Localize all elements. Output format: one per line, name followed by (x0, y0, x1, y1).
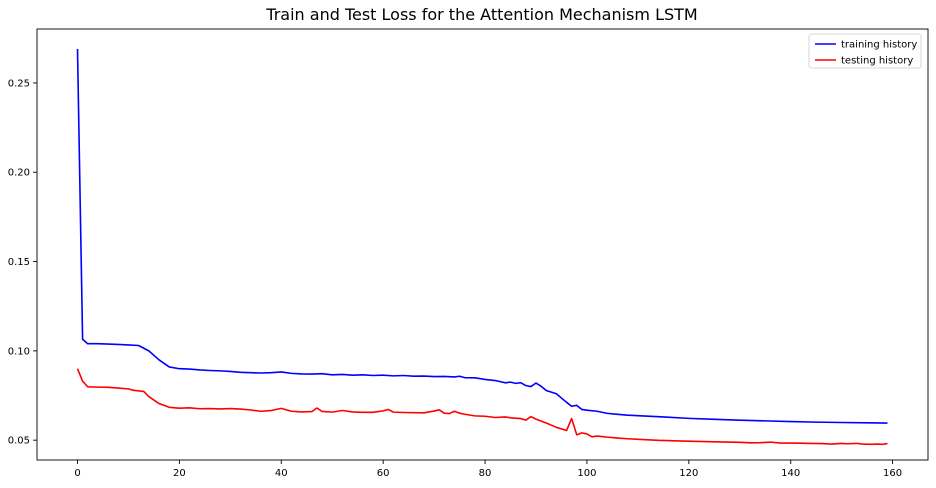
axes-frame (36, 28, 929, 461)
y-tick-label: 0.25 (8, 78, 30, 89)
y-tick-label: 0.05 (8, 436, 30, 447)
series-line-testing-history (76, 368, 888, 446)
series-line-training-history (76, 48, 888, 424)
x-tick-label: 140 (781, 468, 800, 479)
y-tick-label: 0.15 (8, 257, 30, 268)
x-tick-label: 60 (377, 468, 390, 479)
x-tick-label: 160 (883, 468, 902, 479)
legend-label-training-history: training history (841, 40, 917, 51)
plot-background (37, 29, 928, 460)
legend-label-testing-history: testing history (841, 56, 913, 67)
plot-area: 0 20 40 60 80 100 120 140 160 0.05 0.10 0.15 0.20 0.2… (8, 28, 929, 479)
x-tick-label: 0 (74, 468, 80, 479)
x-tick-label: 40 (275, 468, 288, 479)
y-tick-label: 0.10 (8, 346, 30, 357)
legend: training history testing history (808, 33, 922, 69)
x-tick-label: 80 (479, 468, 492, 479)
x-tick-label: 100 (577, 468, 596, 479)
y-tick-label: 0.20 (8, 168, 30, 179)
legend-frame (808, 33, 922, 69)
chart-title: Train and Test Loss for the Attention Me… (265, 5, 697, 24)
x-tick-label: 20 (173, 468, 186, 479)
x-tick-label: 120 (679, 468, 698, 479)
